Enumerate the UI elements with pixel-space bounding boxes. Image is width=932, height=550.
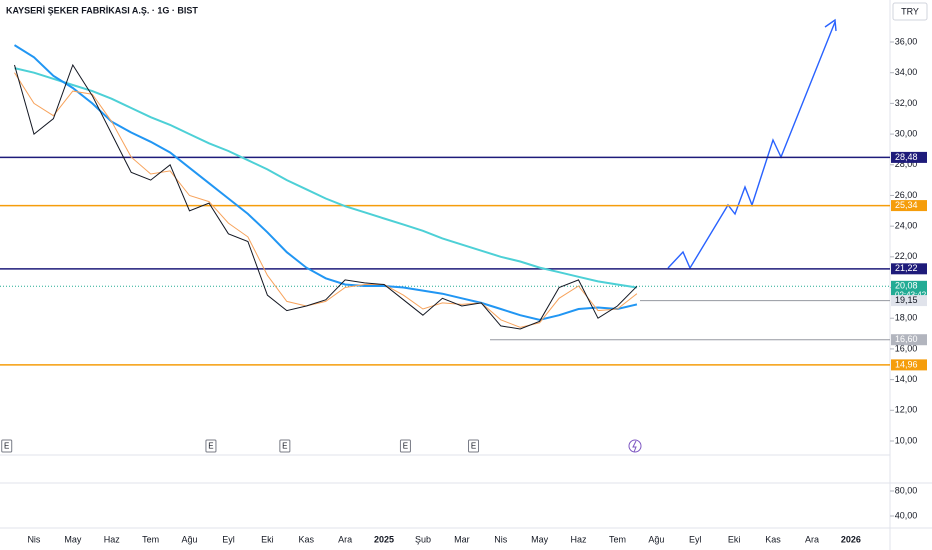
level-label-box bbox=[891, 334, 927, 346]
level-label: 21,22 bbox=[895, 263, 918, 273]
level-label-box bbox=[891, 295, 927, 307]
x-tick-label: Kas bbox=[298, 534, 314, 544]
level-label-box bbox=[891, 151, 927, 163]
y-tick-label: 14,00 bbox=[895, 374, 918, 384]
event-label: E bbox=[282, 442, 287, 451]
x-tick-label: May bbox=[64, 534, 82, 544]
event-label: E bbox=[403, 442, 408, 451]
event-label: E bbox=[471, 442, 476, 451]
y-tick-label: 12,00 bbox=[895, 405, 918, 415]
y-tick-label: 26,00 bbox=[895, 190, 918, 200]
level-label: 20,08 bbox=[895, 281, 918, 291]
level-label-box bbox=[891, 359, 927, 371]
level-label: 14,96 bbox=[895, 359, 918, 369]
y-tick-label: 24,00 bbox=[895, 221, 918, 231]
x-tick-label: Eki bbox=[261, 534, 274, 544]
x-tick-label: Kas bbox=[765, 534, 781, 544]
x-tick-label: 2025 bbox=[374, 534, 394, 544]
indicator-tick-label: 40,00 bbox=[895, 510, 918, 520]
moving-average bbox=[14, 67, 638, 289]
level-label: 19,15 bbox=[895, 295, 918, 305]
y-tick-label: 22,00 bbox=[895, 251, 918, 261]
dividend-icon[interactable] bbox=[628, 439, 642, 453]
x-tick-label: Mar bbox=[454, 534, 470, 544]
x-tick-label: Nis bbox=[27, 534, 40, 544]
event-box bbox=[468, 439, 480, 453]
x-tick-label: Tem bbox=[142, 534, 159, 544]
y-tick-label: 30,00 bbox=[895, 128, 918, 138]
x-tick-label: Ara bbox=[805, 534, 819, 544]
x-tick-label: Ağu bbox=[648, 534, 664, 544]
dividend-bolt bbox=[632, 440, 637, 453]
level-label: 28,48 bbox=[895, 152, 918, 162]
x-tick-label: Eyl bbox=[689, 534, 702, 544]
x-tick-label: Haz bbox=[571, 534, 588, 544]
y-tick-label: 18,00 bbox=[895, 313, 918, 323]
x-tick-label: Ara bbox=[338, 534, 352, 544]
arrow-head bbox=[824, 18, 837, 32]
y-tick-label: 34,00 bbox=[895, 67, 918, 77]
level-label: 16,60 bbox=[895, 334, 918, 344]
event-box bbox=[1, 439, 13, 453]
countdown: 02:43:42 bbox=[895, 290, 927, 299]
price-line bbox=[14, 63, 638, 330]
level-label-box bbox=[891, 263, 927, 275]
level-label-box bbox=[891, 200, 927, 212]
y-tick-label: 28,00 bbox=[895, 159, 918, 169]
currency-box[interactable] bbox=[892, 2, 928, 21]
event-box bbox=[205, 439, 217, 453]
x-tick-label: May bbox=[531, 534, 549, 544]
x-tick-label: 2026 bbox=[841, 534, 861, 544]
event-label: E bbox=[208, 442, 213, 451]
y-tick-label: 16,00 bbox=[895, 343, 918, 353]
chart-title: KAYSERİ ŞEKER FABRİKASI A.Ş. · 1G · BIST bbox=[6, 5, 198, 15]
level-label: 25,34 bbox=[895, 200, 918, 210]
event-box bbox=[279, 439, 291, 453]
x-tick-label: Nis bbox=[494, 534, 507, 544]
y-tick-label: 10,00 bbox=[895, 435, 918, 445]
event-box bbox=[399, 439, 411, 453]
x-tick-label: Eyl bbox=[222, 534, 235, 544]
moving-average bbox=[13, 44, 638, 321]
x-tick-label: Haz bbox=[104, 534, 121, 544]
event-label: E bbox=[4, 442, 9, 451]
y-tick-label: 32,00 bbox=[895, 98, 918, 108]
x-tick-label: Ağu bbox=[182, 534, 198, 544]
y-tick-label: 36,00 bbox=[895, 36, 918, 46]
x-tick-label: Şub bbox=[415, 534, 431, 544]
currency[interactable]: TRY bbox=[901, 6, 919, 16]
x-tick-label: Tem bbox=[609, 534, 626, 544]
projection-arrow bbox=[667, 21, 836, 270]
indicator-tick-label: 80,00 bbox=[895, 485, 918, 495]
x-tick-label: Eki bbox=[728, 534, 741, 544]
